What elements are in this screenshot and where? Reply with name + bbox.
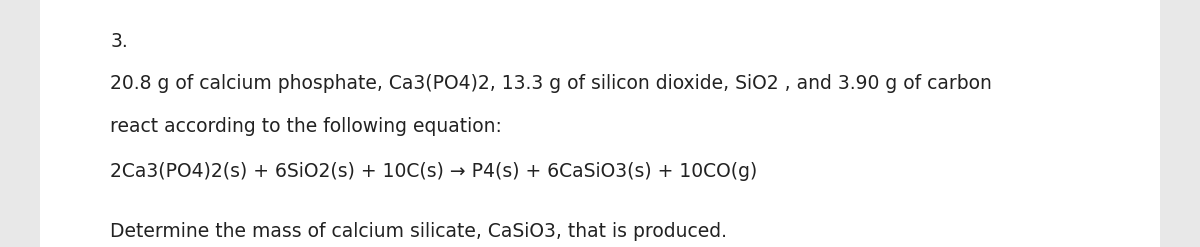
Text: 20.8 g of calcium phosphate, Ca3(PO4)2, 13.3 g of silicon dioxide, SiO2 , and 3.: 20.8 g of calcium phosphate, Ca3(PO4)2, … <box>110 74 992 93</box>
Text: Determine the mass of calcium silicate, CaSiO3, that is produced.: Determine the mass of calcium silicate, … <box>110 222 727 241</box>
Text: react according to the following equation:: react according to the following equatio… <box>110 117 503 136</box>
Text: 2Ca3(PO4)2(s) + 6SiO2(s) + 10C(s) → P4(s) + 6CaSiO3(s) + 10CO(g): 2Ca3(PO4)2(s) + 6SiO2(s) + 10C(s) → P4(s… <box>110 162 757 181</box>
Text: 3.: 3. <box>110 32 128 51</box>
FancyBboxPatch shape <box>40 0 1160 247</box>
